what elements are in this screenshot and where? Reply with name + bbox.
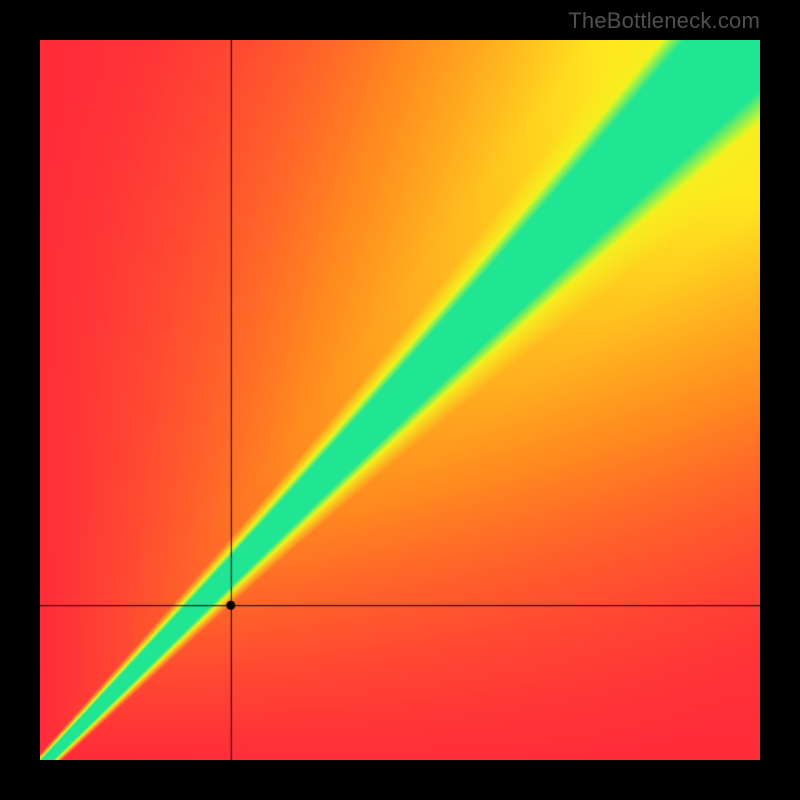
figure-container: { "figure": { "width": 800, "height": 80… <box>0 0 800 800</box>
watermark-text: TheBottleneck.com <box>568 8 760 34</box>
crosshair-overlay <box>40 40 760 760</box>
